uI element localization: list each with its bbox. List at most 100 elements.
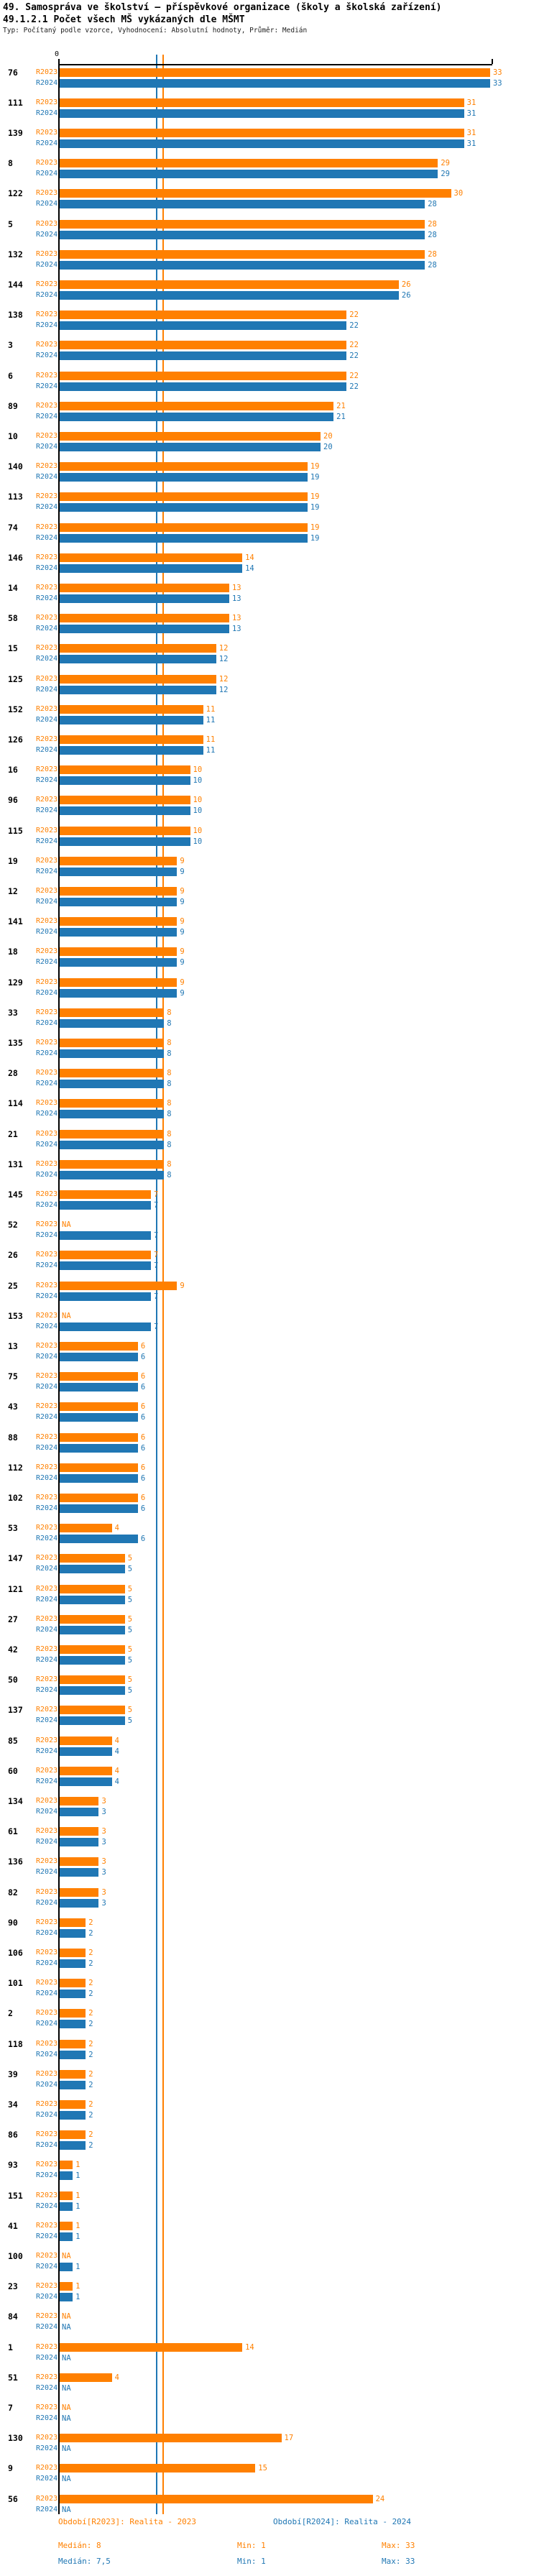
- value-label-r2023: 3: [101, 1857, 106, 1867]
- chart-row-134: 134 R2023 3 R2024 3: [0, 1795, 539, 1827]
- series-label-r2024: R2024: [36, 1110, 58, 1118]
- series-label-r2024: R2024: [36, 685, 58, 694]
- series-label-r2023: R2023: [36, 1554, 58, 1563]
- value-label-r2023: 31: [466, 128, 476, 137]
- series-label-r2023: R2023: [36, 98, 58, 106]
- value-label-r2024: 28: [428, 230, 437, 239]
- value-label-r2024: 2: [88, 2141, 93, 2150]
- category-label: 134: [8, 1795, 23, 1806]
- value-label-r2024: 7: [154, 1231, 159, 1241]
- bar-r2023: [60, 1644, 125, 1654]
- series-label-r2023: R2023: [36, 1463, 58, 1471]
- value-label-r2023: 7: [154, 1190, 159, 1199]
- category-label: 43: [8, 1402, 18, 1412]
- bar-r2024: [60, 1473, 138, 1483]
- series-label-r2024: R2024: [36, 1200, 58, 1209]
- bar-r2023: [60, 856, 178, 865]
- bar-r2024: [60, 1080, 165, 1089]
- chart-row-18: 18 R2023 9 R2024 9: [0, 947, 539, 978]
- bar-r2024: [60, 1170, 165, 1179]
- value-label-r2023: 6: [140, 1463, 146, 1472]
- value-label-r2023: 2: [88, 2039, 93, 2048]
- value-label-r2024: 8: [167, 1080, 172, 1089]
- value-label-r2024: 1: [75, 2293, 80, 2302]
- series-label-r2024: R2024: [36, 958, 58, 967]
- series-label-r2023: R2023: [36, 1251, 58, 1259]
- bar-r2024: [60, 1018, 165, 1028]
- series-label-r2023: R2023: [36, 1675, 58, 1684]
- series-label-r2023: R2023: [36, 2039, 58, 2048]
- chart-row-147: 147 R2023 5 R2024 5: [0, 1554, 539, 1584]
- category-label: 23: [8, 2281, 18, 2292]
- series-label-r2023: R2023: [36, 2009, 58, 2018]
- bar-r2023: [60, 1948, 86, 1957]
- chart-row-5: 5 R2023 28 R2024 28: [0, 218, 539, 250]
- bar-r2024: [60, 715, 203, 724]
- bar-r2023: [60, 2191, 73, 2200]
- chart-row-52: 52 R2023 NA R2024 7: [0, 1220, 539, 1251]
- category-label: 14: [8, 582, 18, 593]
- bar-r2023: [60, 1614, 125, 1624]
- value-label-r2024: 8: [167, 1049, 172, 1058]
- series-label-r2023: R2023: [36, 2434, 58, 2442]
- bar-r2024: [60, 1413, 138, 1422]
- page-title: 49. Samospráva ve školství – příspěvkové…: [3, 2, 442, 13]
- chart-row-51: 51 R2023 4 R2024 NA: [0, 2373, 539, 2404]
- bar-r2024: [60, 1928, 86, 1938]
- category-label: 111: [8, 97, 23, 108]
- stat-median-r2023: Medián: 8: [58, 2541, 101, 2550]
- category-label: 18: [8, 947, 18, 957]
- series-label-r2024: R2024: [36, 1595, 58, 1604]
- bar-r2023: [60, 159, 438, 168]
- series-label-r2024: R2024: [36, 109, 58, 117]
- series-label-r2024: R2024: [36, 1383, 58, 1392]
- series-label-r2023: R2023: [36, 1190, 58, 1198]
- category-label: 5: [8, 218, 13, 229]
- value-label-r2024: 3: [101, 1838, 106, 1847]
- bar-r2024: [60, 1535, 138, 1544]
- value-label-r2023: 6: [140, 1341, 146, 1351]
- category-label: 33: [8, 1007, 18, 1018]
- bar-r2023: [60, 310, 347, 320]
- value-label-r2024: 2: [88, 2110, 93, 2120]
- chart-row-138: 138 R2023 22 R2024 22: [0, 310, 539, 341]
- series-label-r2023: R2023: [36, 644, 58, 653]
- series-label-r2024: R2024: [36, 1292, 58, 1300]
- series-label-r2024: R2024: [36, 382, 58, 390]
- x-axis-line: [58, 64, 492, 65]
- series-label-r2023: R2023: [36, 2099, 58, 2108]
- series-label-r2023: R2023: [36, 1948, 58, 1956]
- category-label: 26: [8, 1250, 18, 1261]
- bar-r2024: [60, 230, 425, 239]
- value-label-r2023: 9: [180, 917, 185, 926]
- bar-r2024: [60, 200, 425, 209]
- category-label: 25: [8, 1280, 18, 1291]
- bar-r2024: [60, 533, 308, 543]
- series-label-r2023: R2023: [36, 492, 58, 501]
- value-label-r2024: 26: [401, 290, 411, 300]
- chart-row-43: 43 R2023 6 R2024 6: [0, 1402, 539, 1432]
- value-label-r2023: 2: [88, 2069, 93, 2079]
- value-label-r2023: 9: [180, 856, 185, 865]
- series-label-r2024: R2024: [36, 2323, 58, 2332]
- value-label-r2023: 26: [401, 280, 411, 289]
- value-label-r2023: 19: [310, 492, 320, 502]
- series-label-r2023: R2023: [36, 1887, 58, 1896]
- category-label: 132: [8, 249, 23, 259]
- series-label-r2023: R2023: [36, 1827, 58, 1836]
- chart-row-85: 85 R2023 4 R2024 4: [0, 1736, 539, 1767]
- chart-row-58: 58 R2023 13 R2024 13: [0, 614, 539, 644]
- bar-r2024: [60, 988, 178, 998]
- bar-r2023: [60, 1251, 152, 1260]
- series-label-r2024: R2024: [36, 564, 58, 572]
- bar-r2024: [60, 442, 321, 451]
- series-label-r2023: R2023: [36, 1584, 58, 1593]
- bar-r2024: [60, 1838, 99, 1847]
- value-label-r2024: 2: [88, 2080, 93, 2089]
- value-label-r2024: 3: [101, 1807, 106, 1816]
- bar-r2024: [60, 170, 438, 179]
- bar-r2024: [60, 1595, 125, 1604]
- bar-r2023: [60, 2342, 243, 2352]
- value-label-r2024: 5: [127, 1686, 133, 1696]
